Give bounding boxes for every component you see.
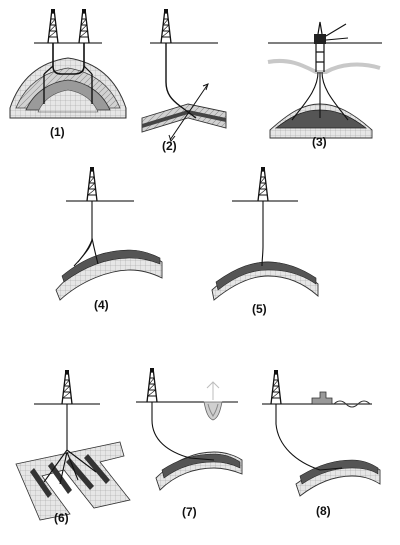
platform-jacket [316, 44, 324, 72]
rig-icon [62, 370, 72, 404]
rig-icon [161, 9, 171, 43]
wellbore [152, 402, 214, 460]
wellbore [276, 404, 342, 470]
wellbore [262, 201, 263, 266]
platform-deck [314, 34, 326, 44]
rig-icon [79, 9, 89, 43]
wellbore [74, 201, 98, 266]
panel-6-diagram [16, 370, 130, 520]
panel-4-label: (4) [94, 298, 109, 312]
panel-2-label: (2) [162, 139, 177, 153]
rig-icon [147, 368, 157, 402]
panel-5-label: (5) [252, 302, 267, 316]
surface-obstruction [204, 402, 222, 420]
panel-3-diagram [268, 22, 382, 138]
panel-2-diagram [142, 9, 226, 141]
rig-icon [271, 370, 281, 404]
rig-icon [87, 167, 97, 201]
panel-4-diagram [56, 167, 162, 300]
panel-1-diagram [10, 9, 126, 118]
panel-8-diagram [262, 370, 380, 496]
crane-arm [326, 24, 348, 40]
reservoir-layer [276, 110, 366, 128]
obstruction-marker [207, 382, 219, 400]
rig-icon [48, 9, 58, 43]
rock-layer [16, 442, 130, 520]
panel-5-diagram [212, 167, 318, 300]
derrick-icon [318, 22, 322, 34]
panel-3-label: (3) [312, 135, 327, 149]
panel-7-diagram [136, 368, 242, 490]
panel-1-label: (1) [50, 125, 65, 139]
panel-7-label: (7) [182, 505, 197, 519]
offshore-structure [312, 392, 332, 404]
panel-6-label: (6) [54, 511, 69, 525]
rig-icon [258, 167, 268, 201]
panel-8-label: (8) [316, 504, 331, 518]
